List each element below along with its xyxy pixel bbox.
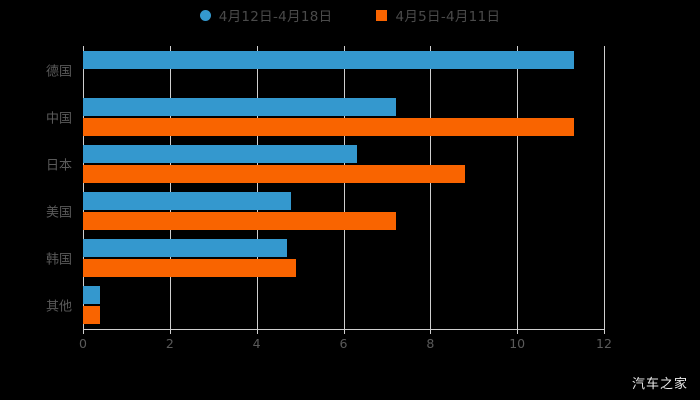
bar-其他-series-a[interactable] bbox=[83, 286, 101, 305]
x-axis-tick bbox=[430, 329, 432, 334]
gridline bbox=[83, 46, 84, 329]
x-axis-tick bbox=[169, 329, 171, 334]
circle-marker-icon bbox=[199, 9, 211, 21]
x-axis-tick-label: 12 bbox=[596, 336, 612, 351]
x-axis-tick bbox=[517, 329, 519, 334]
bar-韩国-series-b[interactable] bbox=[83, 259, 296, 278]
x-axis-tick-label: 8 bbox=[426, 336, 435, 351]
y-axis-label-韩国: 韩国 bbox=[45, 252, 72, 268]
x-axis-labels: 0 2 4 6 8 10 12 bbox=[0, 336, 700, 358]
x-axis-tick-label: 6 bbox=[339, 336, 348, 351]
y-axis-label-中国: 中国 bbox=[45, 111, 72, 127]
bar-美国-series-a[interactable] bbox=[83, 192, 292, 211]
bar-德国-series-a[interactable] bbox=[83, 50, 574, 69]
legend-item-series-a[interactable]: 4月12日-4月18日 bbox=[199, 5, 333, 25]
x-axis-tick-label: 4 bbox=[252, 336, 261, 351]
x-axis-tick bbox=[256, 329, 258, 334]
legend-item-series-b[interactable]: 4月5日-4月11日 bbox=[376, 5, 500, 25]
plot-area bbox=[83, 46, 605, 329]
bar-中国-series-a[interactable] bbox=[83, 97, 396, 116]
x-axis-tick bbox=[604, 329, 605, 334]
y-axis-label-日本: 日本 bbox=[45, 158, 72, 174]
y-axis-label-美国: 美国 bbox=[45, 205, 72, 221]
x-axis-tick bbox=[343, 329, 345, 334]
gridline bbox=[256, 46, 258, 329]
bar-中国-series-b[interactable] bbox=[83, 117, 574, 136]
gridline bbox=[343, 46, 345, 329]
bar-韩国-series-a[interactable] bbox=[83, 239, 288, 258]
x-axis-tick-label: 10 bbox=[509, 336, 526, 351]
legend-label-series-a: 4月12日-4月18日 bbox=[218, 9, 333, 25]
gridline bbox=[604, 46, 605, 329]
legend-label-series-b: 4月5日-4月11日 bbox=[395, 9, 501, 25]
gridline bbox=[430, 46, 432, 329]
x-axis-tick-label: 0 bbox=[79, 336, 87, 351]
x-axis-tick bbox=[83, 329, 84, 334]
bar-美国-series-b[interactable] bbox=[83, 212, 396, 231]
bar-其他-series-b[interactable] bbox=[83, 306, 101, 325]
y-axis-labels: 德国中国日本美国韩国其他 bbox=[0, 46, 72, 329]
gridline bbox=[169, 46, 171, 329]
y-axis-label-德国: 德国 bbox=[45, 64, 72, 80]
x-axis-tick-label: 2 bbox=[165, 336, 174, 351]
watermark: 汽车之家 bbox=[631, 377, 688, 392]
chart-legend: 4月12日-4月18日 4月5日-4月11日 bbox=[0, 0, 700, 30]
square-marker-icon bbox=[376, 9, 388, 21]
y-axis-label-其他: 其他 bbox=[45, 299, 72, 315]
bar-日本-series-b[interactable] bbox=[83, 164, 466, 183]
gridline bbox=[517, 46, 519, 329]
bar-日本-series-a[interactable] bbox=[83, 144, 357, 163]
